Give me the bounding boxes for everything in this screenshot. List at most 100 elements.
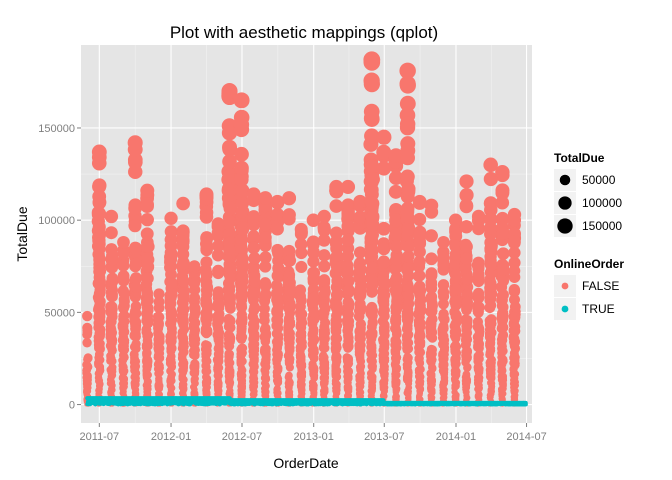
point-false <box>273 337 283 347</box>
point-false <box>199 187 214 202</box>
point-false <box>427 349 437 359</box>
point-false <box>439 313 450 325</box>
point-false <box>330 234 343 248</box>
point-false <box>144 377 152 385</box>
point-false <box>298 368 307 377</box>
point-false <box>333 381 341 389</box>
point-false <box>366 285 379 297</box>
point-false <box>261 331 272 341</box>
point-false <box>223 281 236 293</box>
point-false <box>215 390 223 397</box>
point-false <box>483 221 498 235</box>
point-false <box>322 388 329 396</box>
point-false <box>190 325 201 336</box>
point-false <box>317 222 331 236</box>
point-false <box>307 235 320 249</box>
point-false <box>92 220 106 234</box>
point-false <box>178 275 190 288</box>
point-false <box>154 331 165 342</box>
point-false <box>91 155 107 171</box>
point-false <box>108 371 117 380</box>
point-false <box>226 387 234 394</box>
point-false <box>201 281 214 293</box>
point-false <box>451 342 462 352</box>
point-false <box>393 380 401 388</box>
point-false <box>498 322 509 333</box>
point-false <box>238 343 248 353</box>
point-false <box>200 243 213 257</box>
point-false <box>225 303 236 314</box>
point-false <box>416 365 425 374</box>
point-false <box>92 179 107 194</box>
point-false <box>344 332 354 343</box>
point-false <box>237 313 248 324</box>
point-false <box>259 260 272 273</box>
point-false <box>345 367 353 376</box>
point-false <box>178 303 190 315</box>
point-false <box>341 206 355 221</box>
point-false <box>379 325 390 336</box>
point-false <box>214 327 225 338</box>
point-false <box>165 298 177 310</box>
point-false <box>104 209 119 224</box>
point-false <box>355 282 367 294</box>
point-false <box>260 289 272 301</box>
point-false <box>142 348 152 358</box>
point-false <box>474 343 484 353</box>
point-false <box>414 285 427 297</box>
point-false <box>488 383 496 390</box>
point-false <box>417 377 425 386</box>
point-false <box>472 287 485 299</box>
point-false <box>188 260 201 273</box>
point-false <box>222 215 237 229</box>
point-false <box>510 336 521 347</box>
point-false <box>215 380 223 388</box>
point-false <box>239 392 246 399</box>
point-false <box>238 373 247 381</box>
point-false <box>331 303 343 315</box>
point-false <box>128 201 142 216</box>
point-false <box>378 276 391 289</box>
point-false <box>377 256 390 269</box>
point-false <box>247 230 261 243</box>
point-false <box>239 382 247 390</box>
point-false <box>92 207 107 221</box>
point-false <box>272 271 285 283</box>
point-false <box>270 207 285 222</box>
point-false <box>168 370 176 379</box>
point-false <box>415 300 426 312</box>
point-false <box>413 269 426 282</box>
point-false <box>108 356 117 366</box>
point-false <box>295 246 308 260</box>
point-false <box>475 381 483 389</box>
point-false <box>437 279 450 291</box>
point-false <box>476 391 483 398</box>
point-false <box>224 272 237 284</box>
point-false <box>459 199 474 214</box>
point-false <box>329 199 344 213</box>
point-false <box>399 62 416 80</box>
point-false <box>247 210 261 224</box>
point-false <box>202 325 213 336</box>
point-false <box>106 291 118 303</box>
point-false <box>180 385 188 392</box>
point-false <box>262 389 270 396</box>
point-false <box>451 350 461 360</box>
point-false <box>298 384 306 392</box>
point-false <box>179 364 188 373</box>
point-false <box>412 194 427 209</box>
point-false <box>164 251 178 265</box>
point-false <box>272 245 285 259</box>
point-false <box>298 376 306 384</box>
point-false <box>131 362 141 371</box>
point-false <box>225 336 235 347</box>
point-false <box>179 340 189 350</box>
point-false <box>403 308 414 319</box>
point-false <box>486 318 497 329</box>
point-false <box>168 377 176 385</box>
point-false <box>192 391 199 398</box>
point-false <box>213 298 225 310</box>
point-false <box>221 83 238 100</box>
point-false <box>285 357 295 367</box>
